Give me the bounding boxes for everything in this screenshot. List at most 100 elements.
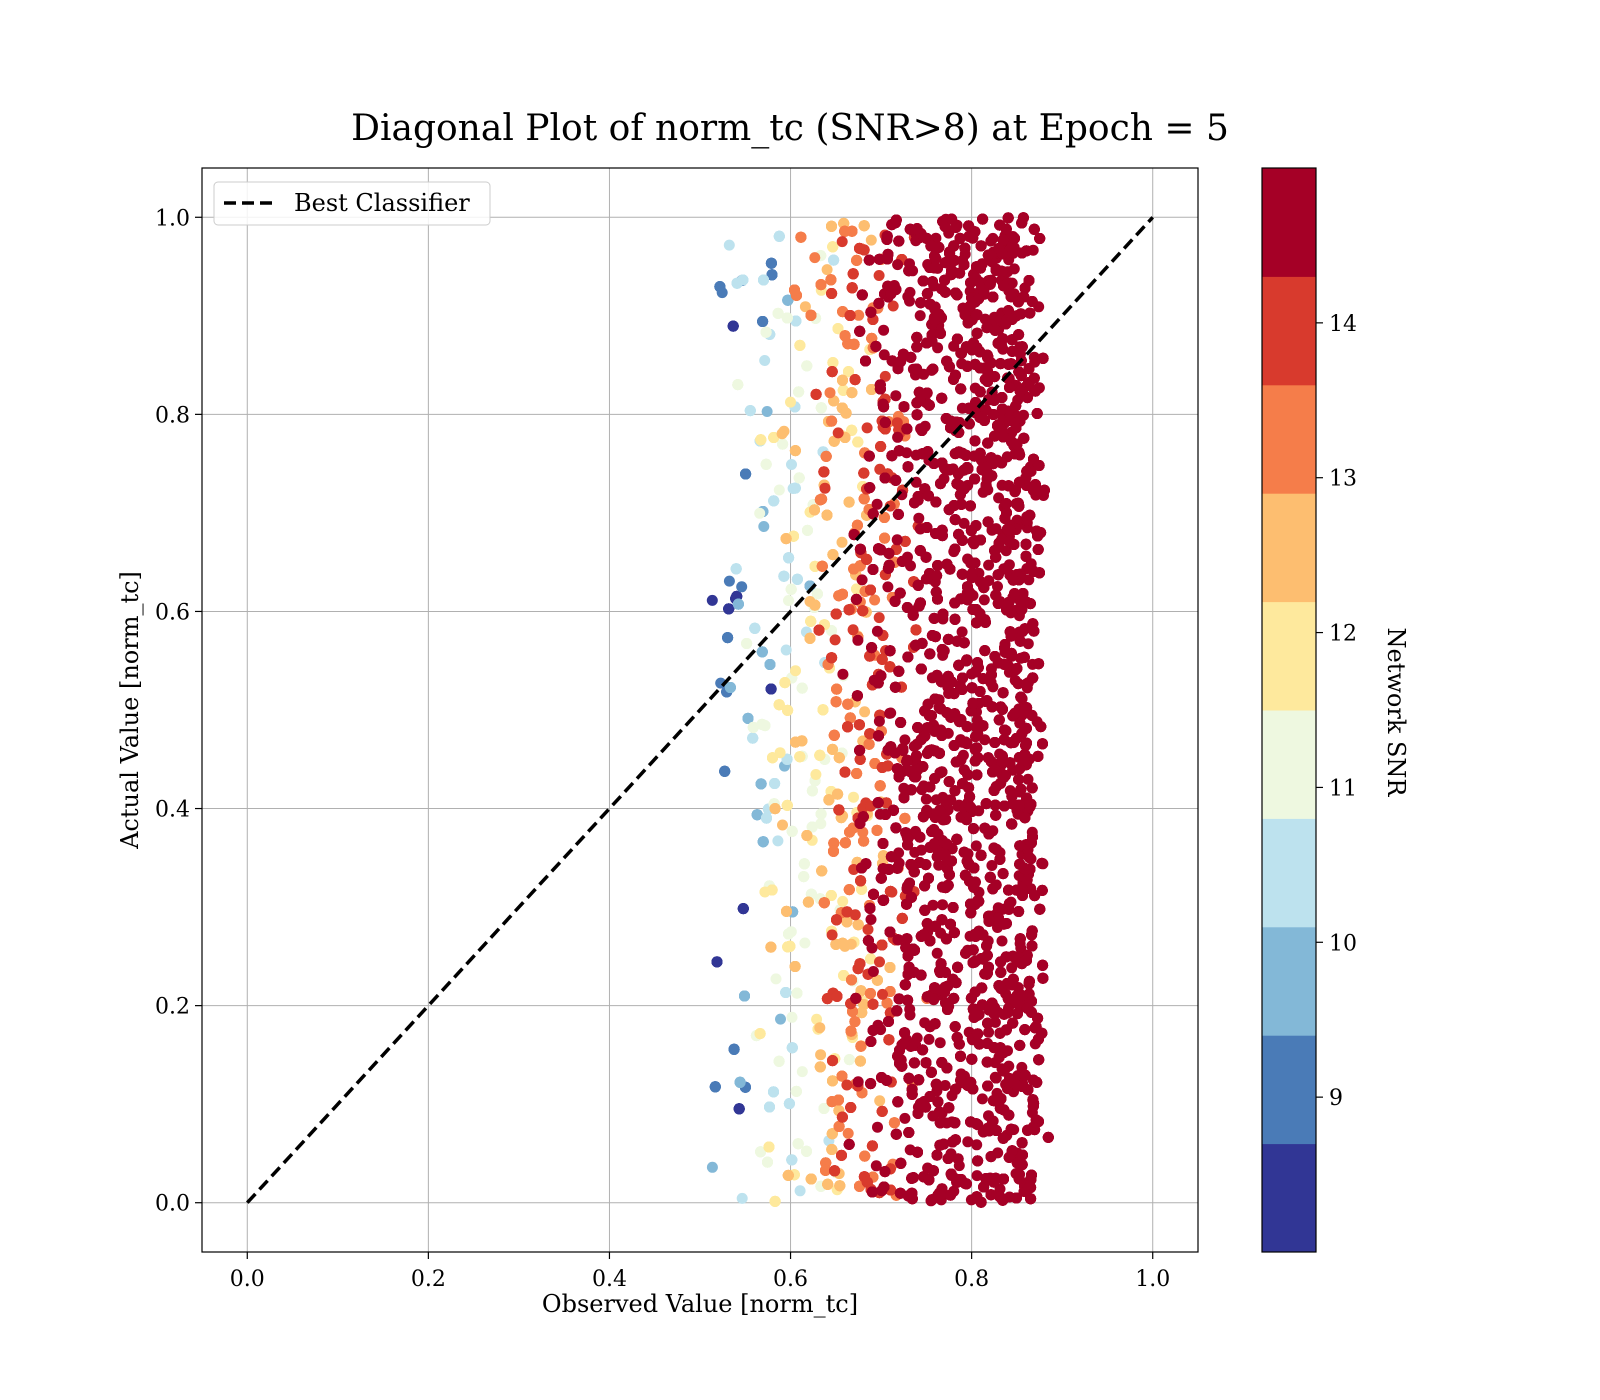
scatter-point: [787, 483, 799, 494]
scatter-point: [877, 838, 889, 849]
scatter-point: [845, 1025, 857, 1037]
scatter-point: [849, 909, 861, 921]
scatter-point: [875, 441, 887, 452]
scatter-point: [843, 496, 855, 508]
scatter-point: [844, 310, 856, 321]
scatter-point: [996, 935, 1008, 947]
scatter-point: [734, 1076, 746, 1088]
scatter-point: [861, 422, 873, 434]
scatter-point: [826, 1096, 838, 1108]
scatter-point: [865, 306, 877, 318]
scatter-point: [843, 1054, 855, 1066]
scatter-point: [791, 987, 803, 999]
scatter-point: [801, 1145, 812, 1157]
scatter-point: [723, 575, 735, 587]
scatter-point: [821, 993, 833, 1005]
scatter-point: [804, 632, 816, 644]
scatter-point: [857, 605, 869, 617]
scatter-point: [730, 563, 742, 575]
scatter-point: [853, 719, 865, 731]
scatter-point: [883, 1034, 895, 1046]
scatter-point: [837, 374, 848, 386]
scatter-point: [755, 434, 767, 446]
scatter-point: [843, 884, 855, 896]
scatter-point: [806, 821, 818, 833]
scatter-point: [854, 325, 866, 337]
scatter-point: [760, 326, 772, 338]
scatter-point: [836, 1149, 847, 1161]
scatter-point: [927, 899, 939, 911]
scatter-point: [886, 886, 898, 898]
scatter-point: [863, 738, 875, 750]
scatter-point: [877, 863, 889, 875]
scatter-point: [842, 698, 854, 710]
scatter-point: [850, 992, 862, 1004]
scatter-point: [827, 1055, 838, 1067]
scatter-point: [790, 665, 801, 677]
scatter-point: [850, 593, 862, 605]
scatter-point: [876, 1105, 888, 1117]
scatter-point: [976, 1093, 988, 1105]
scatter-point: [773, 699, 785, 711]
scatter-point: [778, 570, 790, 582]
scatter-point: [761, 812, 772, 824]
scatter-point: [882, 760, 894, 772]
scatter-point: [727, 320, 739, 332]
scatter-point: [847, 624, 859, 636]
scatter-point: [878, 349, 890, 361]
scatter-point: [798, 871, 810, 883]
scatter-point: [736, 1192, 748, 1204]
scatter-point: [837, 668, 849, 680]
scatter-point: [867, 998, 879, 1010]
scatter-point: [783, 1098, 795, 1110]
scatter-point: [781, 799, 793, 811]
scatter-point: [762, 1156, 773, 1168]
scatter-point: [775, 1013, 786, 1025]
scatter-point: [759, 355, 771, 366]
scatter-point: [831, 914, 842, 926]
scatter-point: [829, 634, 841, 646]
scatter-point: [742, 712, 754, 724]
scatter-point: [779, 677, 791, 689]
scatter-point: [827, 357, 839, 369]
scatter-point: [860, 355, 871, 367]
scatter-point: [884, 707, 896, 719]
scatter-point: [865, 1036, 877, 1047]
scatter-point: [763, 1141, 775, 1153]
scatter-point: [855, 1040, 867, 1052]
scatter-point: [839, 940, 851, 952]
scatter-point: [869, 594, 881, 606]
scatter-point: [847, 268, 859, 280]
scatter-point: [814, 494, 826, 506]
scatter-point: [913, 512, 925, 524]
scatter-point: [843, 366, 854, 378]
scatter-point: [846, 387, 858, 399]
scatter-point: [770, 973, 782, 985]
scatter-point: [840, 407, 852, 419]
scatter-point: [754, 1028, 766, 1040]
chart-title: Diagonal Plot of norm_tc (SNR>8) at Epoc…: [351, 108, 1229, 149]
scatter-point: [818, 466, 830, 478]
scatter-point: [728, 1043, 740, 1055]
scatter-point: [827, 1075, 838, 1087]
scatter-point: [848, 791, 859, 803]
scatter-point: [791, 573, 803, 585]
scatter-point: [992, 902, 1004, 914]
scatter-point: [761, 406, 773, 417]
scatter-point: [821, 509, 833, 521]
scatter-point: [757, 836, 769, 848]
scatter-point: [931, 947, 943, 959]
scatter-point: [815, 1049, 827, 1061]
scatter-point: [767, 752, 778, 764]
scatter-point: [722, 632, 734, 644]
scatter-point: [783, 552, 795, 564]
scatter-point: [874, 780, 886, 792]
scatter-point: [755, 1146, 767, 1158]
scatter-point: [777, 438, 789, 450]
scatter-point: [846, 282, 858, 294]
scatter-point: [877, 398, 889, 410]
scatter-point: [832, 427, 844, 439]
scatter-point: [826, 929, 838, 941]
scatter-point: [892, 259, 904, 271]
scatter-point: [802, 524, 813, 536]
